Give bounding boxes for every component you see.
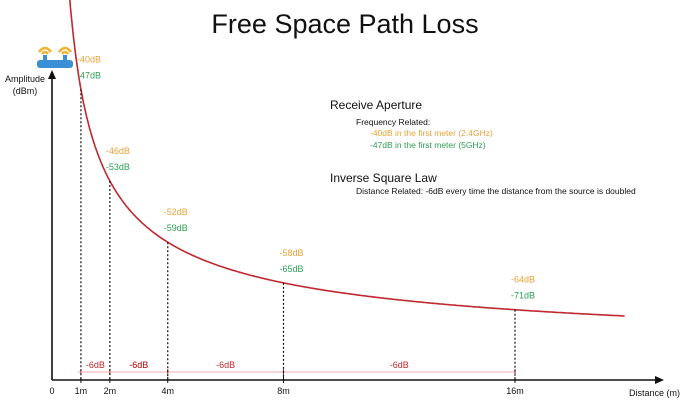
y-axis-label-line1: Amplitude	[5, 74, 45, 84]
origin-label: 0	[49, 386, 54, 396]
path-loss-curve	[69, 0, 625, 317]
loss-label-5ghz: -47dB	[77, 70, 101, 80]
loss-label-5ghz: -71dB	[511, 291, 535, 301]
chart-title: Free Space Path Loss	[211, 9, 478, 39]
loss-label-24ghz: -52dB	[164, 207, 188, 217]
step-label: -6dB	[216, 360, 235, 370]
aperture-line-24ghz: -40dB in the first meter (2.4GHz)	[370, 128, 493, 138]
inverse-subtitle: Distance Related: -6dB every time the di…	[356, 186, 636, 196]
step-label: -6dB	[129, 360, 148, 370]
loss-label-5ghz: -53dB	[106, 162, 130, 172]
step-label: -6dB	[129, 360, 148, 370]
loss-label-5ghz: -59dB	[164, 223, 188, 233]
aperture-line-5ghz: -47dB in the first meter (5GHz)	[370, 140, 486, 150]
x-tick-label: 1m	[75, 386, 88, 396]
aperture-title: Receive Aperture	[330, 98, 422, 112]
router-icon	[37, 46, 73, 68]
aperture-subtitle: Frequency Related:	[356, 117, 430, 127]
step-label: -6dB	[86, 360, 105, 370]
loss-label-24ghz: -64dB	[511, 275, 535, 285]
inverse-title: Inverse Square Law	[330, 171, 437, 185]
y-axis-arrow	[48, 70, 56, 79]
step-label: -6dB	[390, 360, 409, 370]
loss-label-24ghz: -46dB	[106, 146, 130, 156]
x-tick-label: 2m	[104, 386, 117, 396]
loss-label-24ghz: -58dB	[280, 248, 304, 258]
x-tick-label: 8m	[277, 386, 290, 396]
x-tick-label: 4m	[161, 386, 174, 396]
x-tick-label: 16m	[506, 386, 524, 396]
x-axis-label: Distance (m)	[629, 388, 680, 398]
x-axis-arrow	[655, 376, 664, 384]
loss-label-5ghz: -65dB	[280, 264, 304, 274]
y-axis-label-line2: (dBm)	[13, 86, 38, 96]
loss-label-24ghz: -40dB	[77, 54, 101, 64]
